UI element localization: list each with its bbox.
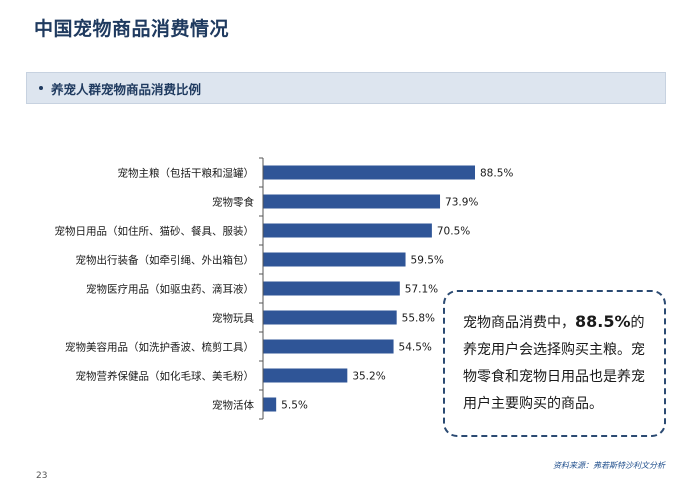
section-label: 养宠人群宠物商品消费比例 [51,81,202,97]
category-label: 宠物日用品（如住所、猫砂、餐具、服装） [55,225,255,238]
bar [263,252,406,267]
callout-highlight: 88.5% [575,312,631,331]
value-label: 54.5% [399,342,432,354]
bar [263,368,348,383]
category-label: 宠物玩具 [212,312,254,325]
value-label: 35.2% [352,371,385,383]
bar [263,281,400,296]
category-label: 宠物营养保健品（如化毛球、美毛粉） [76,370,255,383]
page-title: 中国宠物商品消费情况 [34,18,230,40]
bar [263,397,277,412]
value-label: 73.9% [445,197,478,209]
source-note: 资料来源：弗若斯特沙利文分析 [553,461,665,470]
category-label: 宠物出行装备（如牵引绳、外出箱包） [76,254,255,267]
callout-box: 宠物商品消费中，88.5%的养宠用户会选择购买主粮。宠物零食和宠物日用品也是养宠… [443,290,666,437]
page-number: 23 [36,471,48,481]
category-label: 宠物活体 [212,399,254,412]
bullet-icon [39,86,43,90]
category-label: 宠物主粮（包括干粮和湿罐） [118,167,255,180]
category-label: 宠物医疗用品（如驱虫药、滴耳液） [86,283,254,296]
bar [263,339,394,354]
value-label: 57.1% [405,284,438,296]
bar [263,165,475,180]
value-label: 70.5% [437,226,470,238]
section-header: 养宠人群宠物商品消费比例 [26,72,666,104]
value-label: 59.5% [411,255,444,267]
value-label: 88.5% [480,168,513,180]
bar [263,223,432,238]
category-label: 宠物零食 [212,196,254,209]
callout-text-part2: 的养宠用户会选择购买主粮。宠物零食和宠物日用品也是养宠用户主要购买的商品。 [463,315,645,412]
category-label: 宠物美容用品（如洗护香波、梳剪工具） [65,341,254,354]
bar [263,310,397,325]
value-label: 55.8% [402,313,435,325]
bar [263,194,441,209]
value-label: 5.5% [281,400,308,412]
callout-text-part1: 宠物商品消费中， [463,315,575,331]
